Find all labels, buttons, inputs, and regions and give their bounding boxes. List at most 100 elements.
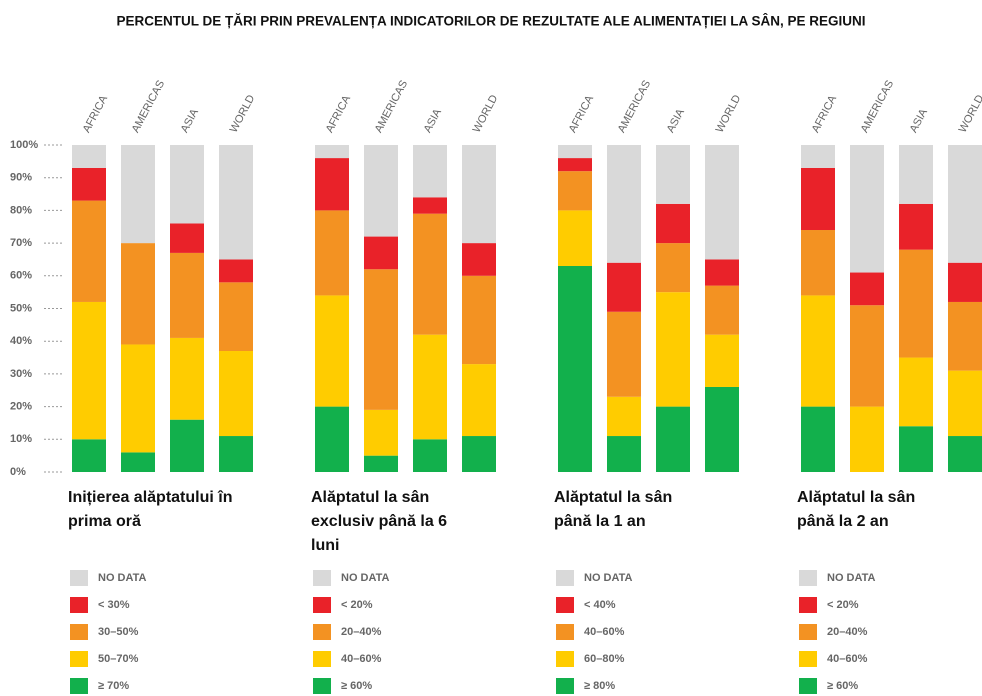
bar-segment (899, 426, 933, 472)
legend-label: < 20% (827, 599, 859, 611)
legend-swatch (313, 651, 331, 667)
bar-segment (948, 145, 982, 263)
bar-segment (850, 272, 884, 306)
x-tick-label: WORLD (471, 93, 501, 135)
legend-swatch (313, 597, 331, 613)
bar-segment (850, 305, 884, 407)
bar-segment (899, 249, 933, 358)
bar-segment (315, 295, 349, 407)
bar-segment (801, 230, 835, 296)
y-tick-label: 90% (10, 172, 32, 184)
group-title: Inițierea alăptatului în prima oră (68, 489, 233, 530)
bar-segment (121, 243, 155, 345)
bar-segment (899, 357, 933, 427)
x-tick-label: ASIA (665, 106, 688, 134)
bar-segment (72, 439, 106, 472)
x-tick-label: AFRICA (567, 93, 597, 135)
bar-segment (607, 311, 641, 397)
bar-segment (72, 167, 106, 201)
bar-segment (558, 210, 592, 266)
bar-segment (315, 158, 349, 211)
bar-segment (364, 455, 398, 472)
bar-segment (801, 295, 835, 407)
legend-swatch (556, 570, 574, 586)
bar-segment (413, 334, 447, 440)
y-tick-label: 30% (10, 368, 32, 380)
x-tick-label: AFRICA (81, 93, 111, 135)
legend-swatch (70, 570, 88, 586)
bar-segment (656, 243, 690, 293)
bar-segment (170, 223, 204, 253)
legend-label: 30–50% (98, 626, 139, 638)
page-title: PERCENTUL DE ȚĂRI PRIN PREVALENȚA INDICA… (116, 14, 865, 29)
legend-label: < 20% (341, 599, 373, 611)
legend-label: ≥ 80% (584, 680, 615, 692)
bar-segment (801, 145, 835, 168)
bar-segment (607, 145, 641, 263)
bar-segment (607, 436, 641, 472)
x-tick-label: AMERICAS (373, 78, 411, 134)
bar-segment (656, 292, 690, 407)
bar-segment (413, 197, 447, 214)
legend-swatch (313, 678, 331, 694)
x-tick-label: ASIA (179, 106, 202, 134)
bar-segment (948, 370, 982, 437)
bar-segment (315, 210, 349, 296)
bar-segment (462, 243, 496, 276)
bar-segment (656, 406, 690, 472)
legend-swatch (70, 678, 88, 694)
x-tick-label: WORLD (714, 93, 744, 135)
y-tick-label: 20% (10, 401, 32, 413)
bar-segment (656, 203, 690, 244)
legend-label: 50–70% (98, 653, 139, 665)
bar-segment (72, 301, 106, 440)
x-tick-label: WORLD (957, 93, 982, 135)
bar-segment (219, 351, 253, 437)
legend-label: NO DATA (827, 572, 876, 584)
bar-segment (705, 145, 739, 260)
bar-segment (121, 145, 155, 244)
y-tick-label: 100% (10, 139, 38, 151)
legend-swatch (70, 651, 88, 667)
legend-label: ≥ 60% (827, 680, 858, 692)
legend-swatch (70, 597, 88, 613)
bar-segment (705, 259, 739, 286)
bar-segment (219, 145, 253, 260)
y-tick-label: 50% (10, 302, 32, 314)
bar-segment (948, 301, 982, 371)
bar-segment (948, 262, 982, 302)
bar-segment (413, 213, 447, 335)
legend-swatch (556, 624, 574, 640)
bar-segment (219, 436, 253, 472)
x-tick-label: ASIA (908, 106, 931, 134)
y-tick-label: 70% (10, 237, 32, 249)
legend-swatch (313, 624, 331, 640)
bar-segment (850, 406, 884, 472)
bar-segment (558, 145, 592, 159)
bar-segment (656, 145, 690, 204)
legend-label: NO DATA (98, 572, 147, 584)
bar-segment (705, 285, 739, 335)
legend-label: 20–40% (341, 626, 382, 638)
legend-swatch (556, 651, 574, 667)
x-tick-label: ASIA (422, 106, 445, 134)
bar-segment (364, 145, 398, 237)
legend-label: 40–60% (341, 653, 382, 665)
x-tick-label: AMERICAS (616, 78, 654, 134)
bar-segment (607, 262, 641, 312)
legend-swatch (70, 624, 88, 640)
legend-label: 40–60% (584, 626, 625, 638)
bar-segment (899, 145, 933, 204)
legend-label: 60–80% (584, 653, 625, 665)
bar-segment (558, 171, 592, 211)
legend-label: < 30% (98, 599, 130, 611)
bar-segment (315, 406, 349, 472)
bar-segment (705, 386, 739, 472)
x-tick-label: AMERICAS (859, 78, 897, 134)
group-title: Alăptatul la sân exclusiv până la 6 luni (311, 489, 448, 554)
bar-segment (170, 145, 204, 224)
bar-segment (364, 236, 398, 270)
bar-segment (413, 439, 447, 472)
bar-segment (801, 167, 835, 231)
